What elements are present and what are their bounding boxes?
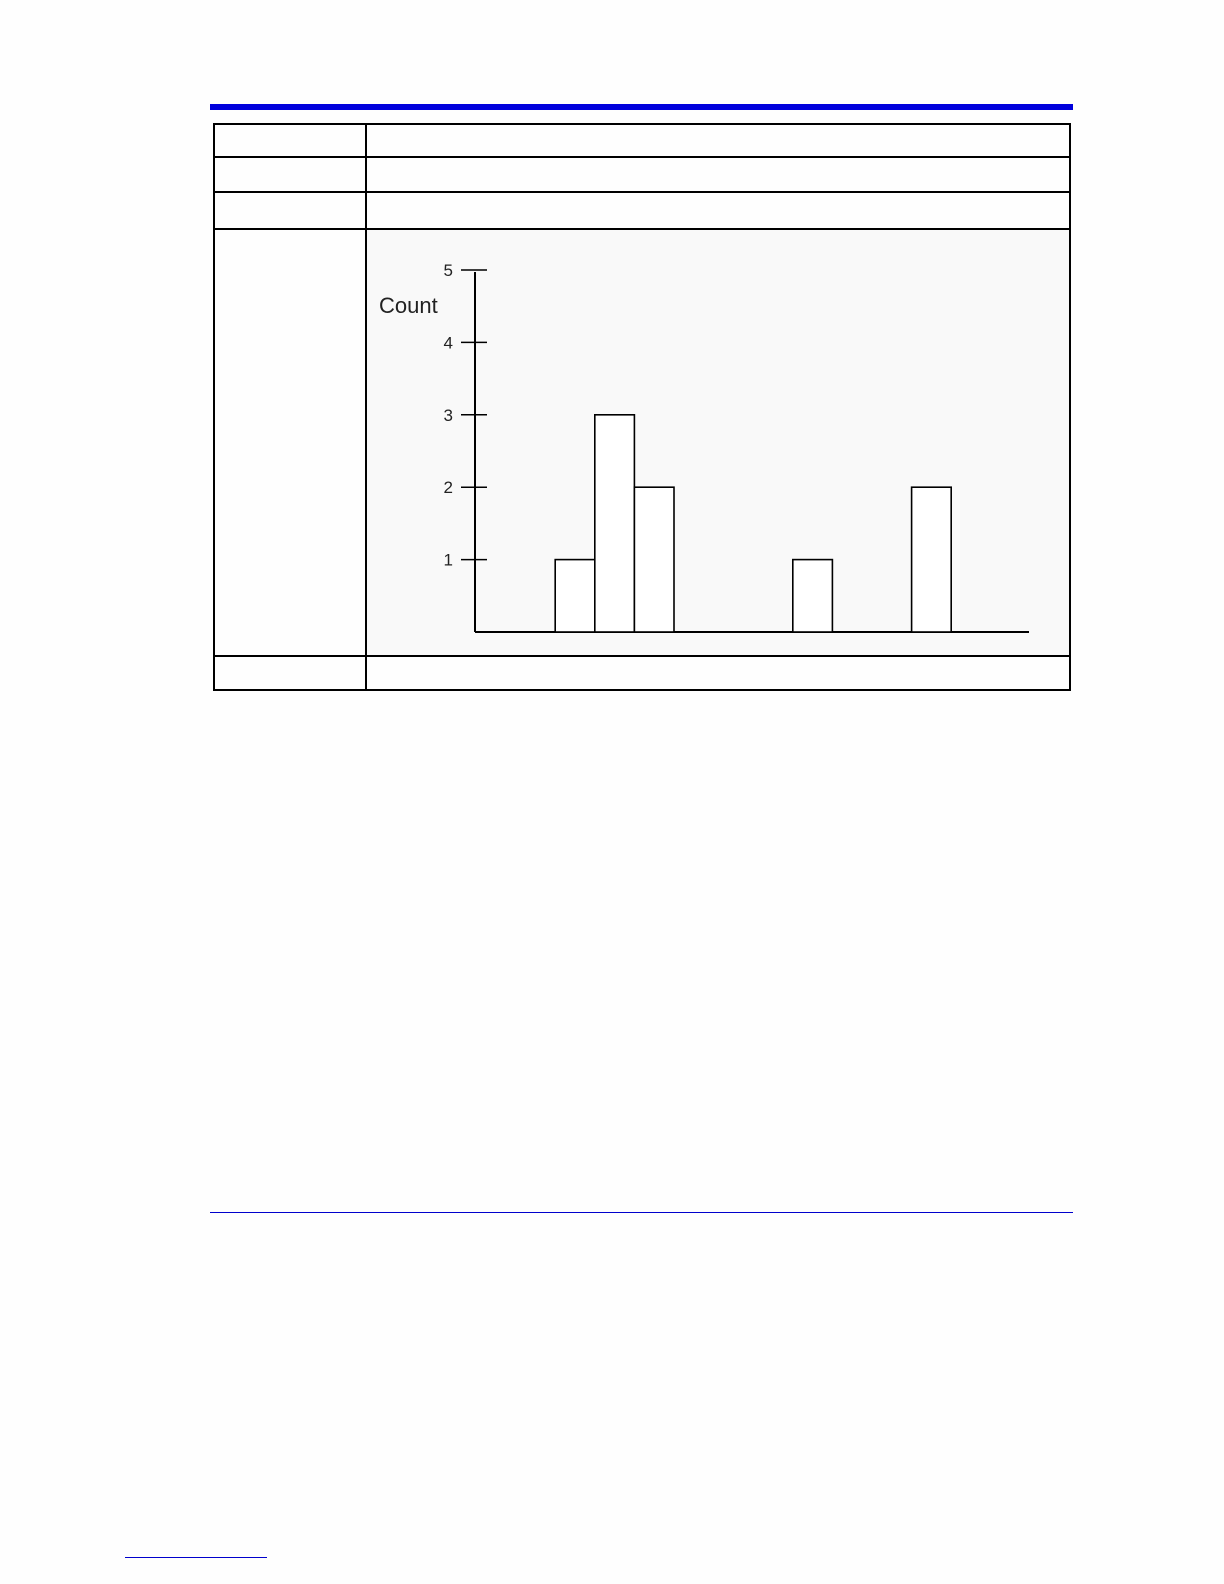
footnote-rule xyxy=(125,1557,267,1558)
bottom-rule xyxy=(210,1212,1073,1213)
y-tick-label: 4 xyxy=(444,333,453,352)
histogram-svg: Count 1 2 3 4 5 xyxy=(379,261,1029,633)
column-divider xyxy=(365,125,367,689)
y-tick-label: 5 xyxy=(444,261,453,280)
row-divider-1 xyxy=(215,156,1069,158)
y-tick-label: 1 xyxy=(444,551,453,570)
histogram-chart: Count 1 2 3 4 5 xyxy=(367,230,1069,655)
form-table: Count 1 2 3 4 5 xyxy=(213,123,1071,691)
row-divider-4 xyxy=(215,655,1069,657)
y-axis-label: Count xyxy=(379,293,438,318)
top-rule xyxy=(210,104,1073,110)
histogram-bar xyxy=(910,486,952,633)
y-tick-label: 3 xyxy=(444,406,453,425)
histogram-bar xyxy=(633,486,675,633)
y-tick-label: 2 xyxy=(444,478,453,497)
row-divider-3 xyxy=(215,228,1069,230)
histogram-bar xyxy=(594,414,636,633)
row-divider-2 xyxy=(215,191,1069,193)
y-ticks: 1 2 3 4 5 xyxy=(444,261,487,570)
bars xyxy=(554,414,952,633)
histogram-bar xyxy=(554,558,596,633)
histogram-bar xyxy=(791,558,834,633)
